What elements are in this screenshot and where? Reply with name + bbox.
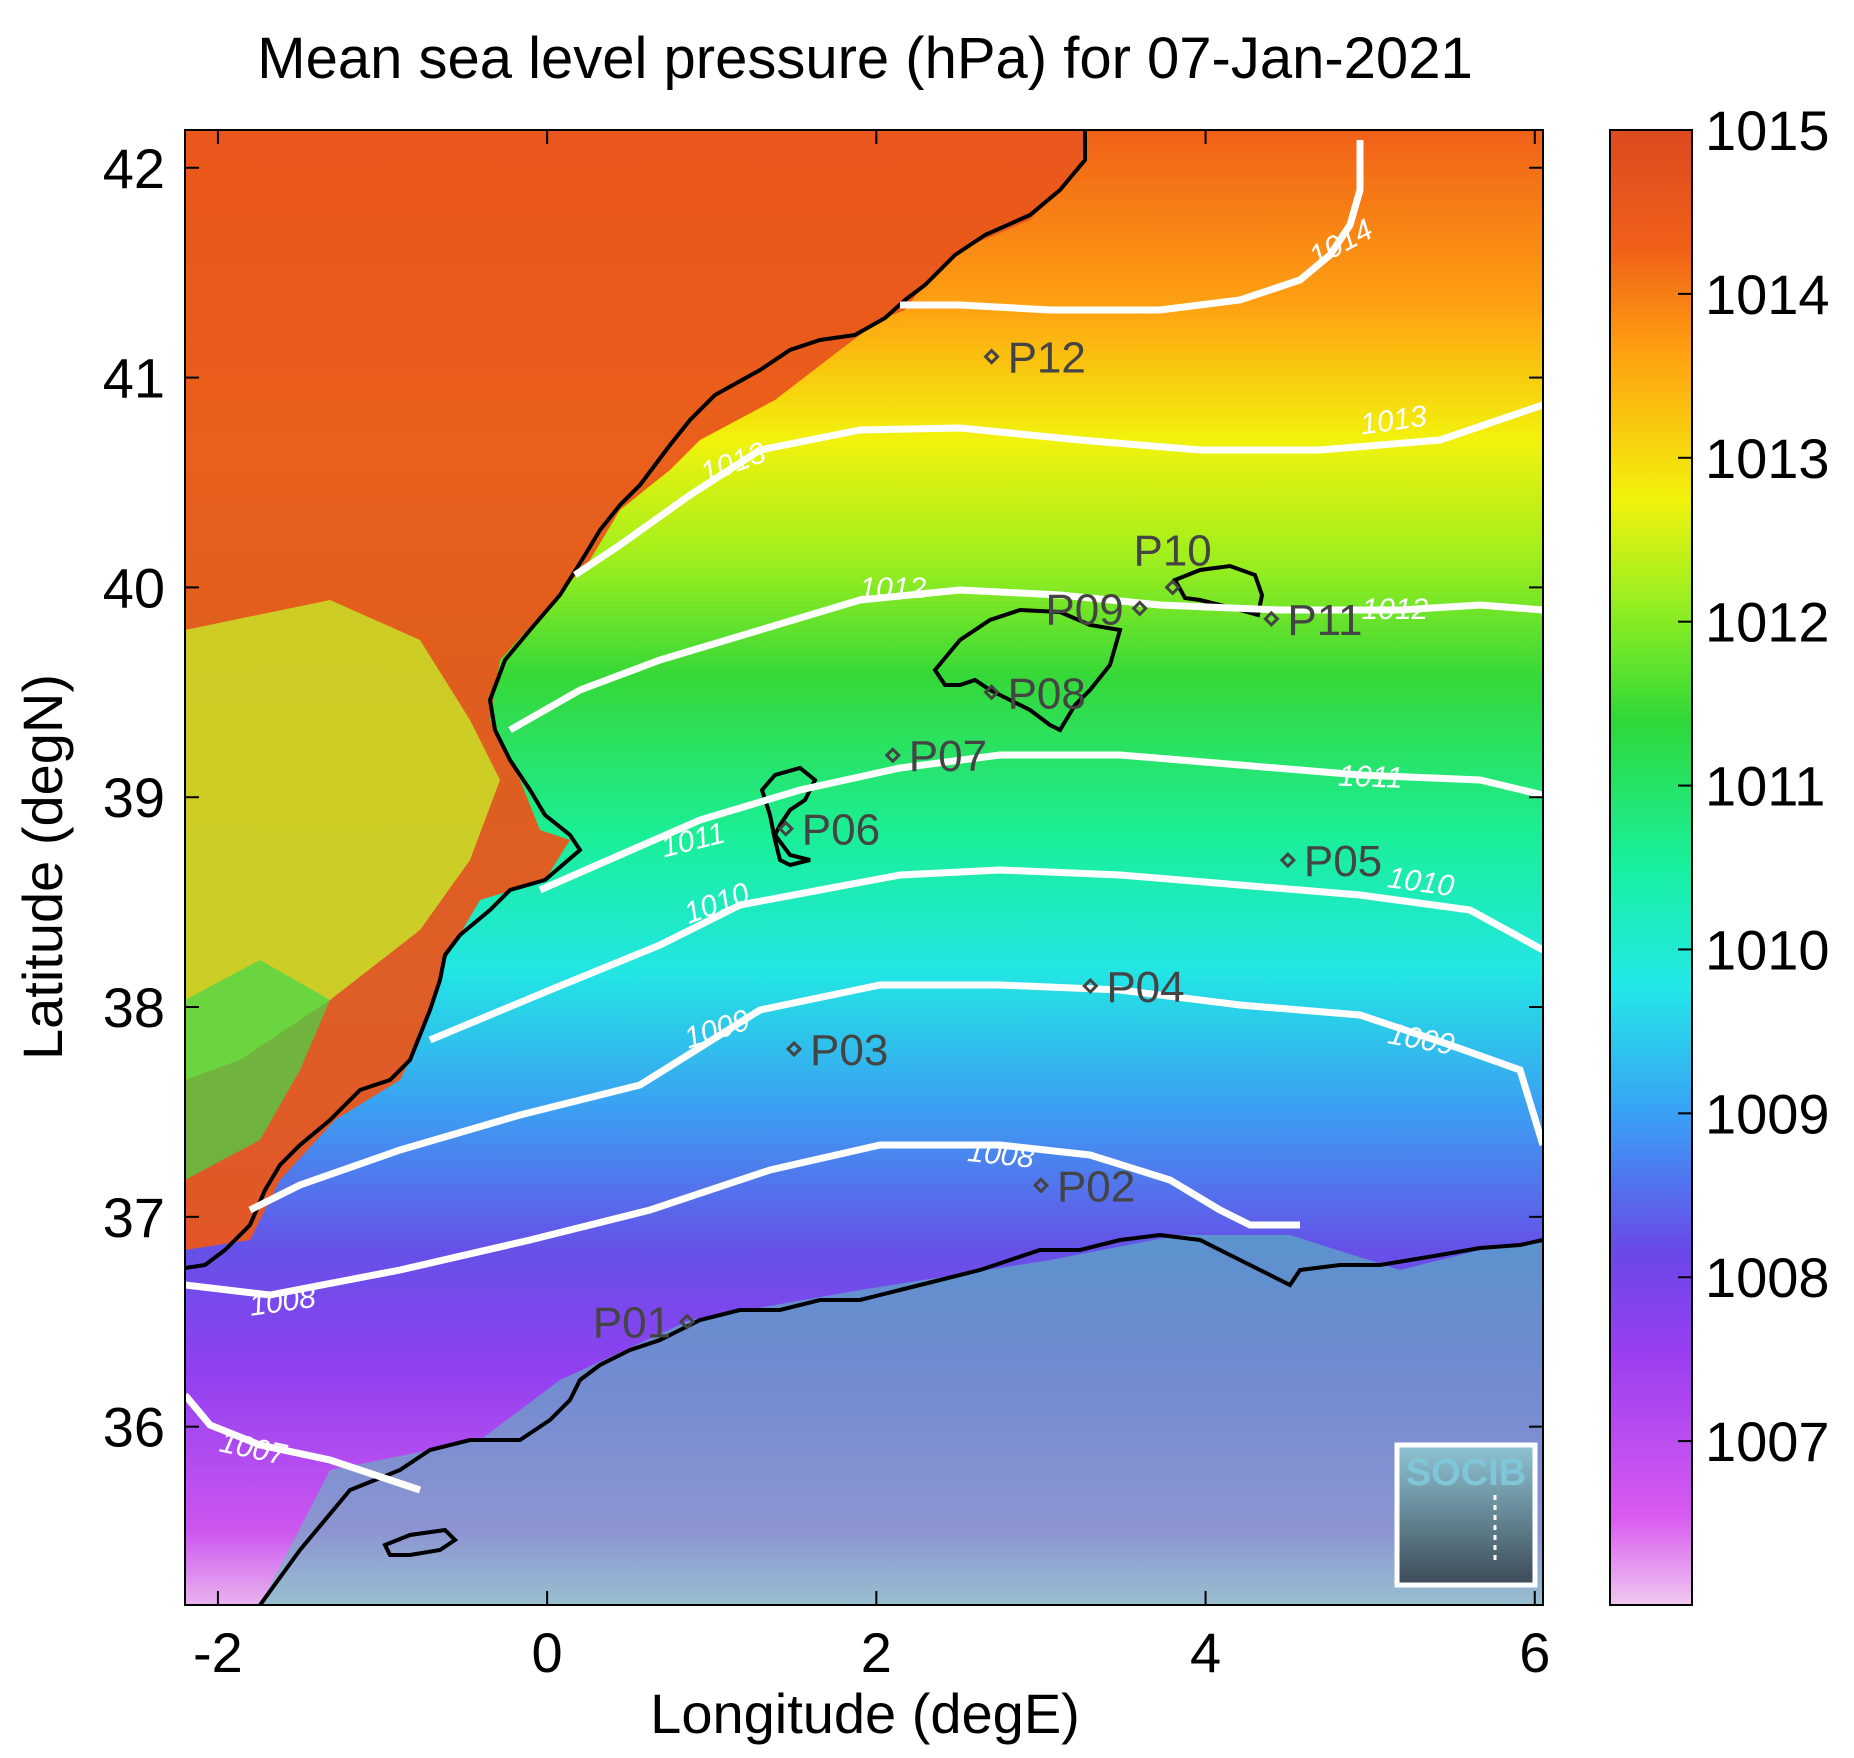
isobar-1013: [573, 401, 1543, 578]
iberia-inland-yellow: [185, 600, 500, 1080]
coastline-menorca: [1172, 563, 1265, 618]
contour-label: 1008: [966, 1135, 1036, 1175]
station-label: P07: [909, 732, 987, 781]
coastline-ibiza: [759, 765, 818, 868]
socib-logo: SOCIB: [1394, 1442, 1538, 1588]
colorbar-gradient: [1609, 129, 1693, 1606]
coastline-iberia: [185, 130, 1087, 1270]
x-axis-label: Longitude (degE): [650, 1682, 1080, 1745]
y-tick-label: 36: [103, 1396, 165, 1459]
colorbar-tick-label: 1013: [1705, 427, 1830, 490]
map-frame: [184, 129, 1544, 1606]
y-tick-label: 41: [103, 347, 165, 410]
station-label: P02: [1057, 1162, 1135, 1211]
isobar-1010: [428, 866, 1543, 1044]
station-marker: [1131, 600, 1148, 617]
station-label: P09: [1045, 585, 1123, 634]
station-marker: [983, 348, 1000, 365]
colorbar-tick-label: 1010: [1705, 918, 1830, 981]
y-tick-label: 42: [103, 137, 165, 200]
x-tick-label: 6: [1519, 1621, 1550, 1684]
station-marker: [1263, 610, 1280, 627]
station-marker: [777, 820, 794, 837]
coastlines: [185, 130, 1543, 1605]
isobar-1007: [185, 1392, 422, 1494]
coastline-mallorca: [932, 607, 1123, 733]
colorbar-tick-label: 1014: [1705, 263, 1830, 326]
isobar-1009: [248, 981, 1543, 1214]
isobars: [185, 140, 1543, 1494]
map-area: [185, 130, 1543, 1605]
africa-landmass: [260, 1235, 1543, 1605]
contour-label: 1012: [859, 572, 926, 605]
colorbar-tick-label: 1012: [1705, 591, 1830, 654]
y-tick-label: 37: [103, 1186, 165, 1249]
colorbar-ticks: 1007 1008 1009 1010 1011 1012 1013 1014 1015: [1678, 99, 1830, 1473]
colorbar-tick-label: 1011: [1705, 755, 1825, 818]
x-tick-label: 4: [1190, 1621, 1221, 1684]
y-axis-label: Latitude (degN): [11, 674, 74, 1060]
station-label: P03: [810, 1026, 888, 1075]
station-label: P06: [802, 806, 880, 855]
station-label: P10: [1133, 526, 1211, 575]
station-label: P11: [1287, 596, 1362, 645]
colorbar-tick-label: 1008: [1705, 1246, 1830, 1309]
station-marker: [1082, 977, 1099, 995]
socib-logo-text: SOCIB: [1406, 1452, 1526, 1494]
station-marker: [1164, 579, 1181, 596]
x-tick-label: -2: [193, 1621, 243, 1684]
colorbar-tick-label: 1015: [1705, 99, 1830, 162]
x-tick-label: 2: [861, 1621, 892, 1684]
colorbar: 1007 1008 1009 1010 1011 1012 1013 1014 1015: [1609, 99, 1830, 1606]
station-label: P08: [1008, 669, 1086, 718]
x-tick-label: 0: [532, 1621, 563, 1684]
iberia-inland-green: [185, 960, 330, 1180]
y-tick-label: 40: [103, 556, 165, 619]
station-marker: [1279, 852, 1296, 869]
contour-label: 1011: [1338, 760, 1404, 795]
contour-label: 1012: [1361, 593, 1428, 626]
station-label: P12: [1008, 334, 1086, 383]
x-axis-ticks: -2 0 2 4 6: [193, 130, 1550, 1684]
y-tick-label: 39: [103, 766, 165, 829]
station-marker: [785, 1040, 803, 1058]
station-marker: [983, 684, 1000, 701]
y-axis-ticks: 36 37 38 39 40 41 42: [103, 137, 1543, 1459]
station-marker: [1032, 1177, 1050, 1194]
coastline-alboran: [382, 1527, 459, 1557]
colorbar-tick-label: 1007: [1705, 1410, 1830, 1473]
station-label: P01: [593, 1299, 671, 1348]
colorbar-tick-label: 1009: [1705, 1082, 1830, 1145]
map-title: Mean sea level pressure (hPa) for 07-Jan…: [257, 26, 1472, 91]
isobar-1014: [900, 140, 1364, 314]
station-marker: [884, 747, 901, 764]
coastline-africa: [258, 1232, 1543, 1605]
station-marker: [678, 1313, 696, 1330]
station-label: P05: [1304, 837, 1382, 886]
isobar-1011: [538, 751, 1543, 894]
isobar-1012: [508, 586, 1543, 734]
isobar-1008: [185, 1141, 1300, 1299]
y-tick-label: 38: [103, 976, 165, 1039]
iberia-landmass: [185, 130, 1085, 1250]
station-label: P04: [1106, 963, 1184, 1012]
